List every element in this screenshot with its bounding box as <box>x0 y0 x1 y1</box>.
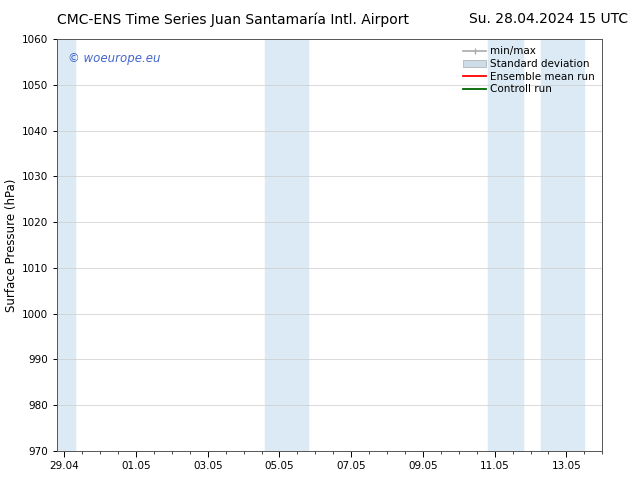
Text: CMC-ENS Time Series Juan Santamaría Intl. Airport: CMC-ENS Time Series Juan Santamaría Intl… <box>57 12 409 27</box>
Y-axis label: Surface Pressure (hPa): Surface Pressure (hPa) <box>4 178 18 312</box>
Bar <box>541 39 585 451</box>
Text: Su. 28.04.2024 15 UTC: Su. 28.04.2024 15 UTC <box>469 12 628 26</box>
Bar <box>265 39 308 451</box>
Text: © woeurope.eu: © woeurope.eu <box>68 51 160 65</box>
Bar <box>57 39 75 451</box>
Bar <box>488 39 524 451</box>
Legend: min/max, Standard deviation, Ensemble mean run, Controll run: min/max, Standard deviation, Ensemble me… <box>461 45 597 97</box>
